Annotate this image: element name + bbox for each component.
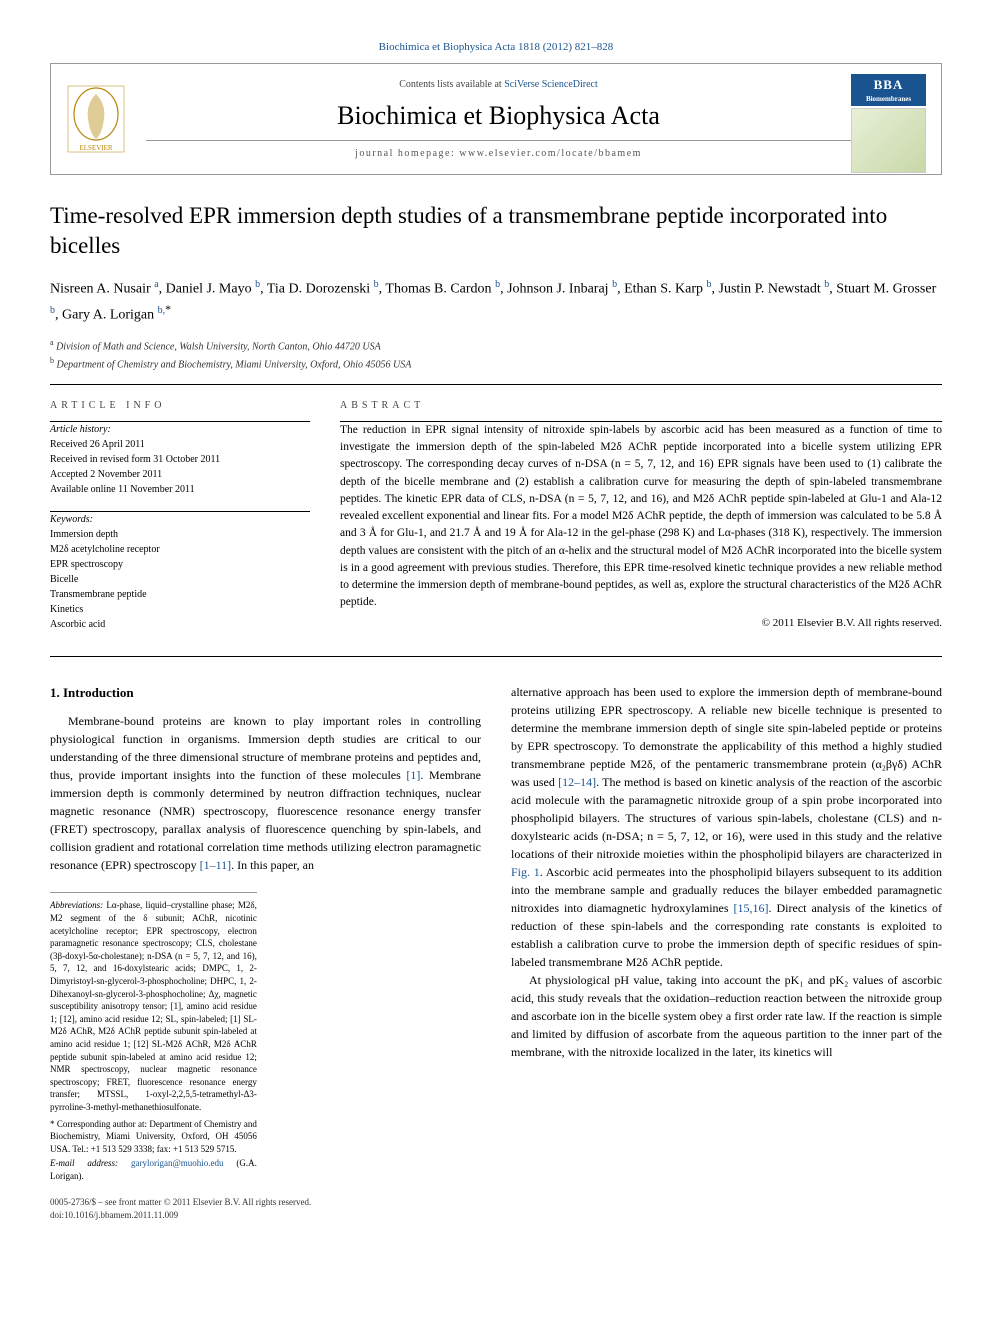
keyword: M2δ acetylcholine receptor bbox=[50, 542, 310, 557]
citation-link[interactable]: [12–14] bbox=[558, 775, 596, 789]
footer: 0005-2736/$ – see front matter © 2011 El… bbox=[50, 1196, 942, 1221]
affiliation-line: a Division of Math and Science, Walsh Un… bbox=[50, 337, 942, 354]
article-info-label: ARTICLE INFO bbox=[50, 399, 310, 413]
keyword: EPR spectroscopy bbox=[50, 557, 310, 572]
keywords-block: Keywords: Immersion depthM2δ acetylcholi… bbox=[50, 512, 310, 632]
citation-link[interactable]: [1–11] bbox=[200, 858, 232, 872]
affiliation-line: b Department of Chemistry and Biochemist… bbox=[50, 355, 942, 372]
abstract-label: ABSTRACT bbox=[340, 399, 942, 413]
body-para-3: At physiological pH value, taking into a… bbox=[511, 971, 942, 1061]
body-para-1: Membrane-bound proteins are known to pla… bbox=[50, 712, 481, 874]
abbreviations: Abbreviations: Lα-phase, liquid–crystall… bbox=[50, 899, 257, 1113]
section-heading: 1. Introduction bbox=[50, 683, 481, 703]
svg-text:ELSEVIER: ELSEVIER bbox=[79, 144, 112, 152]
corresponding-author: * Corresponding author at: Department of… bbox=[50, 1118, 257, 1156]
bba-cover-image bbox=[851, 108, 926, 173]
keyword: Transmembrane peptide bbox=[50, 587, 310, 602]
sciencedirect-link[interactable]: SciVerse ScienceDirect bbox=[504, 79, 598, 90]
email-link[interactable]: garylorigan@muohio.edu bbox=[131, 1158, 224, 1168]
body-para-2: alternative approach has been used to ex… bbox=[511, 683, 942, 971]
header-center: Contents lists available at SciVerse Sci… bbox=[146, 78, 851, 161]
keyword: Ascorbic acid bbox=[50, 617, 310, 632]
issn-line: 0005-2736/$ – see front matter © 2011 El… bbox=[50, 1196, 942, 1209]
history-line: Accepted 2 November 2011 bbox=[50, 467, 310, 482]
abstract-text: The reduction in EPR signal intensity of… bbox=[340, 422, 942, 612]
history-line: Received 26 April 2011 bbox=[50, 437, 310, 452]
journal-homepage: journal homepage: www.elsevier.com/locat… bbox=[146, 147, 851, 161]
journal-name: Biochimica et Biophysica Acta bbox=[146, 98, 851, 134]
keyword: Kinetics bbox=[50, 602, 310, 617]
article-history: Article history: Received 26 April 2011R… bbox=[50, 422, 310, 497]
journal-reference: Biochimica et Biophysica Acta 1818 (2012… bbox=[50, 40, 942, 55]
elsevier-logo: ELSEVIER bbox=[66, 84, 126, 154]
affiliations: a Division of Math and Science, Walsh Un… bbox=[50, 337, 942, 372]
footnotes: Abbreviations: Lα-phase, liquid–crystall… bbox=[50, 892, 257, 1182]
bba-badge: BBA Biomembranes bbox=[851, 74, 926, 106]
email-line: E-mail address: garylorigan@muohio.edu (… bbox=[50, 1157, 257, 1182]
history-line: Received in revised form 31 October 2011 bbox=[50, 452, 310, 467]
keyword: Bicelle bbox=[50, 572, 310, 587]
contents-line: Contents lists available at SciVerse Sci… bbox=[146, 78, 851, 92]
keyword: Immersion depth bbox=[50, 527, 310, 542]
history-line: Available online 11 November 2011 bbox=[50, 482, 310, 497]
doi-line: doi:10.1016/j.bbamem.2011.11.009 bbox=[50, 1209, 942, 1222]
abstract-copyright: © 2011 Elsevier B.V. All rights reserved… bbox=[340, 616, 942, 631]
citation-link[interactable]: [15,16] bbox=[734, 901, 769, 915]
author-list: Nisreen A. Nusair a, Daniel J. Mayo b, T… bbox=[50, 277, 942, 327]
body-text: 1. Introduction Membrane-bound proteins … bbox=[50, 683, 942, 1183]
citation-link[interactable]: Fig. 1 bbox=[511, 865, 540, 879]
article-title: Time-resolved EPR immersion depth studie… bbox=[50, 201, 942, 261]
journal-header: ELSEVIER Contents lists available at Sci… bbox=[50, 63, 942, 175]
bba-logo: BBA Biomembranes bbox=[851, 74, 926, 164]
citation-link[interactable]: [1] bbox=[406, 768, 420, 782]
